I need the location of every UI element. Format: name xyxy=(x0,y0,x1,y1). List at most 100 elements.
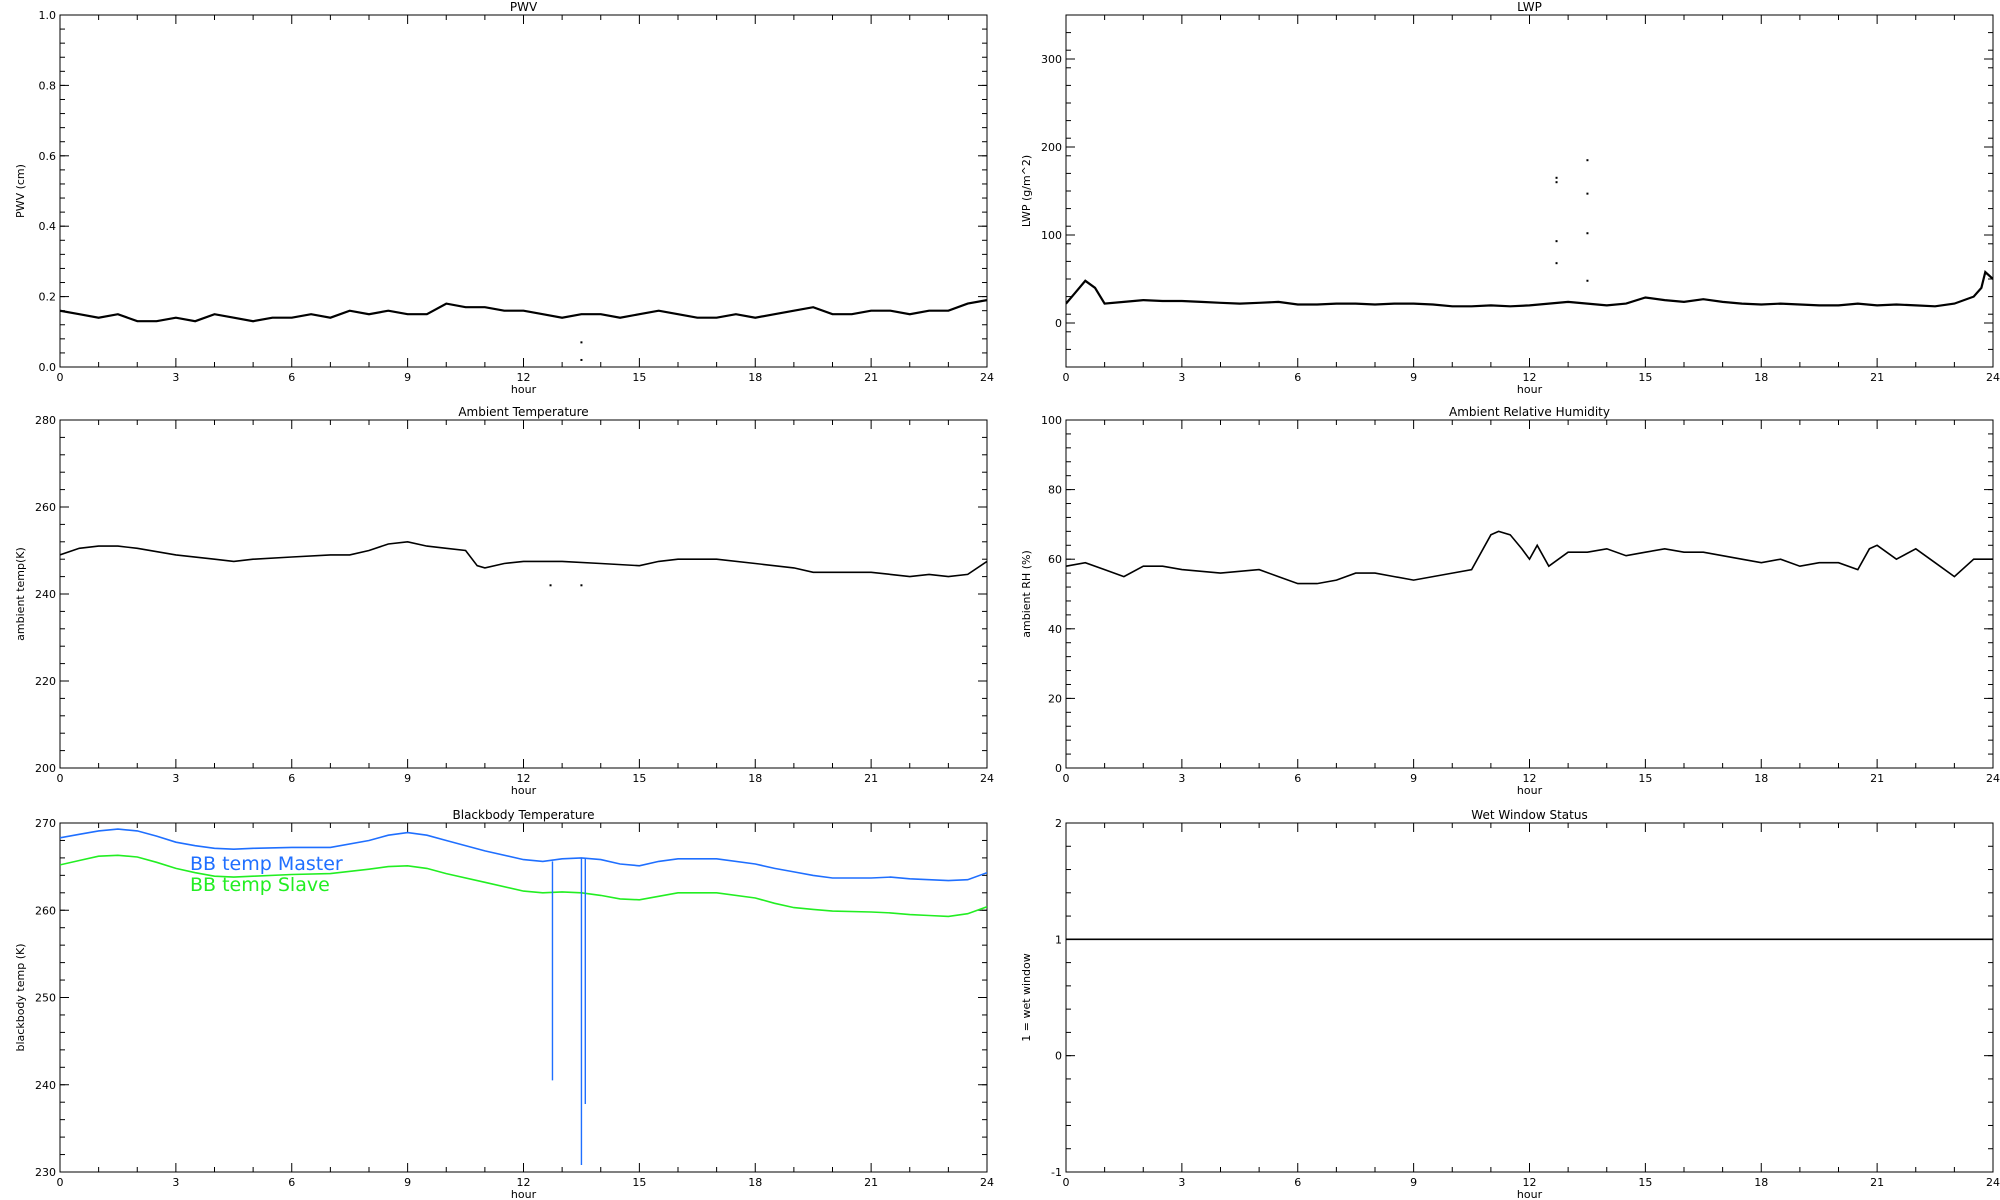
x-tick-label: 6 xyxy=(288,371,295,384)
x-tick-label: 0 xyxy=(1063,371,1070,384)
series-line-bb-temp-slave xyxy=(60,854,987,918)
y-tick-label: 280 xyxy=(35,414,56,427)
outlier-point xyxy=(580,584,583,587)
y-tick-label: 300 xyxy=(1041,53,1062,66)
x-tick-label: 6 xyxy=(288,772,295,785)
y-tick-label: 200 xyxy=(35,762,56,775)
x-tick-label: 18 xyxy=(1754,1176,1768,1189)
y-tick-label: 20 xyxy=(1048,692,1062,705)
x-tick-label: 0 xyxy=(57,1176,64,1189)
chart-panel-blackbody-temp: 0 3 6 9 12 15 18 21 24 230 240 250 260 270 Blackbody T… xyxy=(14,808,994,1200)
x-tick-label: 15 xyxy=(1638,772,1652,785)
legend-entry-bb-temp-slave: BB temp Slave xyxy=(190,874,330,896)
x-axis-label: hour xyxy=(1517,383,1543,396)
x-axis-label: hour xyxy=(511,1188,537,1200)
y-tick-label: 0 xyxy=(1055,1050,1062,1063)
chart-title: Wet Window Status xyxy=(1471,808,1587,822)
x-tick-label: 21 xyxy=(864,772,878,785)
y-tick-label: 80 xyxy=(1048,484,1062,497)
y-tick-label: -1 xyxy=(1051,1166,1062,1179)
x-tick-label: 0 xyxy=(57,772,64,785)
outlier-point xyxy=(1586,192,1589,195)
x-axis-label: hour xyxy=(511,784,537,797)
x-tick-label: 15 xyxy=(632,1176,646,1189)
y-tick-label: 60 xyxy=(1048,553,1062,566)
y-tick-label: 0 xyxy=(1055,762,1062,775)
outlier-point xyxy=(1555,240,1558,243)
x-tick-label: 21 xyxy=(1870,1176,1884,1189)
x-tick-label: 18 xyxy=(748,371,762,384)
y-axis-label: ambient temp(K) xyxy=(14,547,27,641)
x-tick-label: 24 xyxy=(980,772,994,785)
x-tick-label: 15 xyxy=(632,371,646,384)
chart-title: Blackbody Temperature xyxy=(453,808,595,822)
plot-frame xyxy=(1065,419,1994,769)
outlier-point xyxy=(1586,232,1589,235)
plot-area xyxy=(1066,159,1993,308)
x-tick-label: 9 xyxy=(1410,371,1417,384)
y-tick-label: 0 xyxy=(1055,317,1062,330)
x-tick-label: 18 xyxy=(748,1176,762,1189)
x-tick-label: 18 xyxy=(748,772,762,785)
series-line-ambient-rh xyxy=(1066,530,1993,585)
y-tick-label: 40 xyxy=(1048,623,1062,636)
x-tick-label: 3 xyxy=(172,1176,179,1189)
plot-area xyxy=(60,828,987,1166)
y-axis-label: blackbody temp (K) xyxy=(14,944,27,1052)
outlier-point xyxy=(580,341,583,344)
outlier-point xyxy=(580,358,583,361)
y-tick-label: 0.0 xyxy=(39,361,57,374)
outlier-point xyxy=(1586,159,1589,162)
y-tick-label: 0.8 xyxy=(39,79,57,92)
x-tick-label: 9 xyxy=(404,1176,411,1189)
x-axis-label: hour xyxy=(511,383,537,396)
y-tick-label: 100 xyxy=(1041,414,1062,427)
x-tick-label: 24 xyxy=(1986,371,2000,384)
plot-area xyxy=(60,540,987,587)
series-line-ambient-temp xyxy=(60,540,987,578)
series-line-bb-temp-master xyxy=(60,828,987,882)
y-tick-label: 230 xyxy=(35,1166,56,1179)
y-tick-label: 0.6 xyxy=(39,150,57,163)
chart-title: Ambient Relative Humidity xyxy=(1449,405,1610,419)
y-tick-label: 1 xyxy=(1055,933,1062,946)
x-tick-label: 6 xyxy=(1294,772,1301,785)
y-tick-label: 270 xyxy=(35,817,56,830)
y-tick-label: 2 xyxy=(1055,817,1062,830)
plot-area xyxy=(1066,530,1993,585)
y-tick-label: 240 xyxy=(35,588,56,601)
y-tick-label: 200 xyxy=(1041,141,1062,154)
x-tick-label: 12 xyxy=(1523,772,1537,785)
x-tick-label: 24 xyxy=(1986,772,2000,785)
y-tick-label: 260 xyxy=(35,501,56,514)
chart-title: Ambient Temperature xyxy=(458,405,588,419)
y-tick-label: 240 xyxy=(35,1079,56,1092)
x-tick-label: 24 xyxy=(1986,1176,2000,1189)
x-tick-label: 6 xyxy=(1294,1176,1301,1189)
x-tick-label: 9 xyxy=(404,371,411,384)
x-axis-label: hour xyxy=(1517,784,1543,797)
x-tick-label: 12 xyxy=(1523,1176,1537,1189)
x-tick-label: 3 xyxy=(1178,371,1185,384)
x-tick-label: 3 xyxy=(172,371,179,384)
x-tick-label: 15 xyxy=(1638,371,1652,384)
x-tick-label: 6 xyxy=(1294,371,1301,384)
y-axis-label: LWP (g/m^2) xyxy=(1020,155,1033,227)
plot-frame xyxy=(59,419,988,769)
series-line-lwp xyxy=(1066,269,1993,308)
y-tick-label: 100 xyxy=(1041,229,1062,242)
chart-panel-lwp: 0 3 6 9 12 15 18 21 24 0 100 200 300 LWP hour LWP (g/m^… xyxy=(1020,0,2000,396)
plot-frame xyxy=(1065,822,1994,1173)
x-tick-label: 15 xyxy=(1638,1176,1652,1189)
y-tick-label: 0.4 xyxy=(39,220,57,233)
x-tick-label: 0 xyxy=(57,371,64,384)
x-tick-label: 9 xyxy=(404,772,411,785)
chart-title: PWV xyxy=(510,0,538,14)
y-tick-label: 220 xyxy=(35,675,56,688)
x-tick-label: 3 xyxy=(1178,772,1185,785)
x-tick-label: 0 xyxy=(1063,1176,1070,1189)
x-tick-label: 3 xyxy=(172,772,179,785)
outlier-point xyxy=(549,584,552,587)
